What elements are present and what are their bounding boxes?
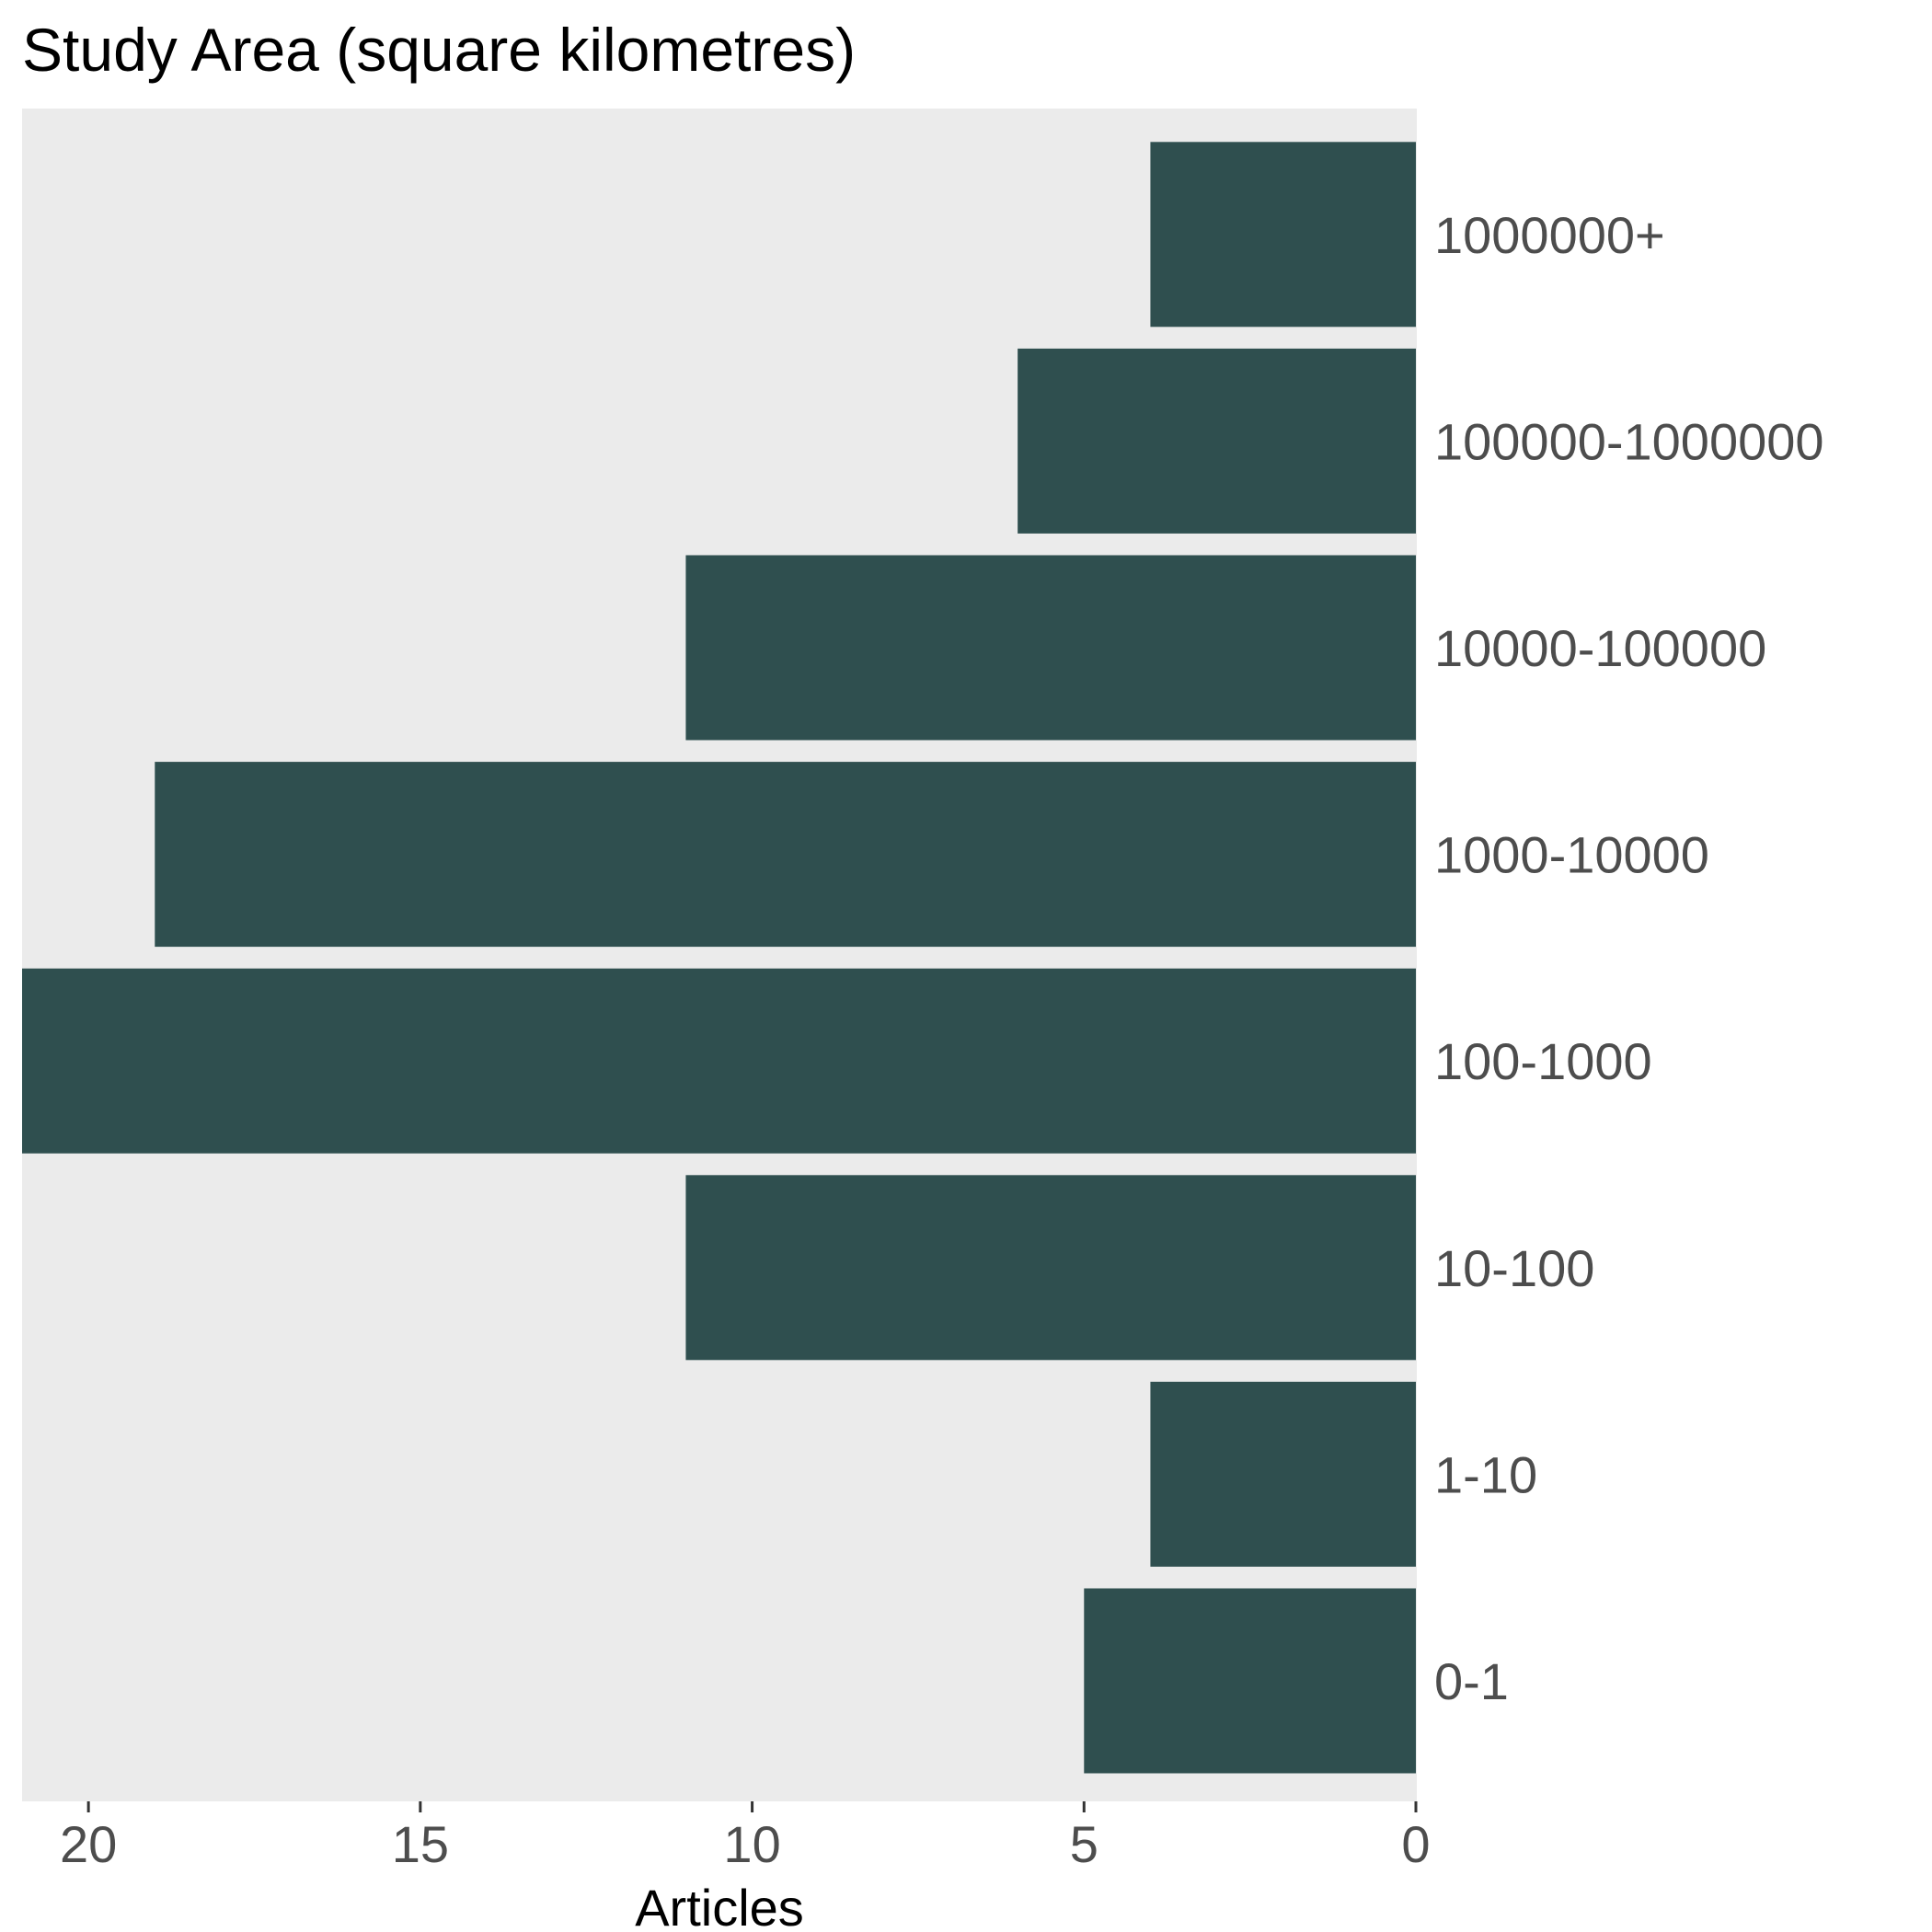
bar-10-100 [685, 1175, 1416, 1361]
bar-100000-1000000 [1018, 348, 1416, 534]
bars-group [22, 142, 1416, 1774]
bar-0-1 [1084, 1588, 1416, 1774]
chart-title: Study Area (square kilometres) [22, 16, 856, 84]
category-label-0-1: 0-1 [1434, 1652, 1509, 1710]
category-label-1000000+: 1000000+ [1434, 206, 1665, 264]
category-label-10000-100000: 10000-100000 [1434, 619, 1766, 677]
x-tick-label-0: 0 [1401, 1815, 1430, 1873]
bar-1000000+ [1150, 142, 1416, 328]
bar-100-1000 [22, 968, 1416, 1154]
category-label-10-100: 10-100 [1434, 1239, 1594, 1297]
category-label-100000-1000000: 100000-1000000 [1434, 412, 1824, 470]
category-label-100-1000: 100-1000 [1434, 1032, 1652, 1090]
bar-1-10 [1150, 1381, 1416, 1567]
category-labels: 0-1 1-10 10-100 100-1000 1000-10000 10000-100… [1434, 206, 1824, 1710]
x-tick-label-5: 5 [1070, 1815, 1098, 1873]
x-tick-label-20: 20 [60, 1815, 117, 1873]
bar-1000-10000 [155, 762, 1416, 948]
category-label-1000-10000: 1000-10000 [1434, 826, 1709, 884]
x-tick-label-15: 15 [392, 1815, 449, 1873]
x-axis-title: Articles [635, 1879, 804, 1932]
x-axis-ticks: 20 15 10 5 0 [60, 1801, 1431, 1873]
x-tick-label-10: 10 [723, 1815, 780, 1873]
category-label-1-10: 1-10 [1434, 1445, 1537, 1503]
bar-10000-100000 [685, 555, 1416, 741]
